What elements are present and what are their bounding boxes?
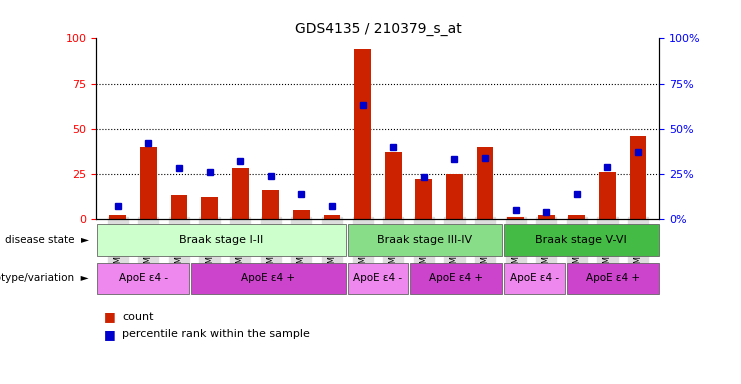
Bar	[416, 179, 432, 219]
Bar	[508, 217, 524, 219]
Bar	[110, 215, 126, 219]
Bar	[97, 263, 189, 294]
Text: ApoE ε4 +: ApoE ε4 +	[242, 273, 296, 283]
Text: percentile rank within the sample: percentile rank within the sample	[122, 329, 310, 339]
Bar	[567, 263, 659, 294]
Bar	[446, 174, 463, 219]
Bar	[630, 136, 646, 219]
Bar	[476, 147, 494, 219]
Bar	[538, 215, 555, 219]
Text: ■: ■	[104, 328, 119, 341]
Text: genotype/variation  ►: genotype/variation ►	[0, 273, 89, 283]
Text: Braak stage I-II: Braak stage I-II	[179, 235, 264, 245]
Text: ApoE ε4 -: ApoE ε4 -	[353, 273, 402, 283]
Bar	[348, 263, 408, 294]
Text: ApoE ε4 -: ApoE ε4 -	[510, 273, 559, 283]
Text: disease state  ►: disease state ►	[5, 235, 89, 245]
Text: ApoE ε4 +: ApoE ε4 +	[429, 273, 483, 283]
Bar	[348, 224, 502, 256]
Bar	[410, 263, 502, 294]
Text: ApoE ε4 +: ApoE ε4 +	[585, 273, 639, 283]
Bar	[599, 172, 616, 219]
Text: ApoE ε4 -: ApoE ε4 -	[119, 273, 167, 283]
Title: GDS4135 / 210379_s_at: GDS4135 / 210379_s_at	[294, 22, 462, 36]
Bar	[568, 215, 585, 219]
Text: Braak stage III-IV: Braak stage III-IV	[377, 235, 473, 245]
Bar	[504, 263, 565, 294]
Bar	[97, 224, 346, 256]
Bar	[354, 49, 371, 219]
Bar	[232, 168, 248, 219]
Bar	[191, 263, 346, 294]
Bar	[293, 210, 310, 219]
Text: count: count	[122, 312, 154, 322]
Bar	[140, 147, 157, 219]
Bar	[170, 195, 187, 219]
Bar	[504, 224, 659, 256]
Bar	[262, 190, 279, 219]
Bar	[324, 215, 340, 219]
Bar	[201, 197, 218, 219]
Text: Braak stage V-VI: Braak stage V-VI	[536, 235, 627, 245]
Bar	[385, 152, 402, 219]
Text: ■: ■	[104, 310, 119, 323]
